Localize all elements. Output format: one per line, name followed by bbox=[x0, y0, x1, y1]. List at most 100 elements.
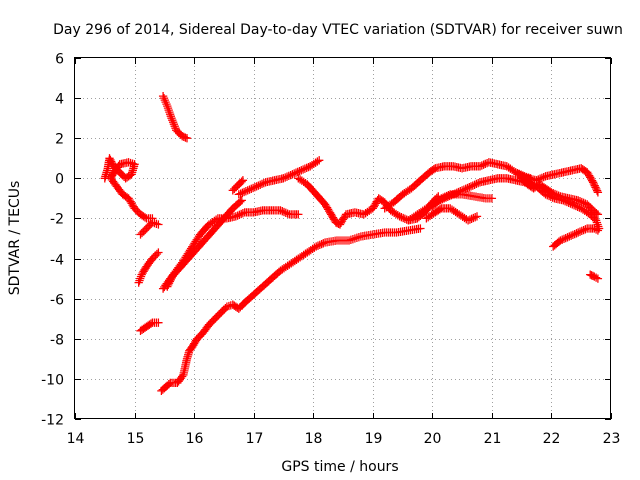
data-point-marker bbox=[194, 333, 203, 342]
series-arc-a bbox=[100, 154, 157, 223]
series-arc-s bbox=[549, 224, 603, 251]
data-point-marker bbox=[429, 165, 438, 174]
data-point-marker bbox=[151, 251, 160, 260]
data-point-marker bbox=[228, 186, 237, 195]
data-point-marker bbox=[591, 183, 600, 192]
data-point-marker bbox=[140, 225, 150, 235]
data-point-marker bbox=[238, 176, 248, 185]
data-point-marker bbox=[212, 313, 221, 322]
data-point-marker bbox=[231, 183, 240, 192]
series-arc-n bbox=[422, 204, 482, 225]
data-point-marker bbox=[472, 212, 482, 221]
x-tick-label: 18 bbox=[305, 431, 323, 447]
x-tick-label: 20 bbox=[424, 431, 442, 447]
data-point-marker bbox=[587, 211, 596, 221]
series-arc-i bbox=[228, 176, 248, 195]
x-tick-label: 23 bbox=[603, 431, 621, 447]
data-point-marker bbox=[593, 226, 603, 235]
data-point-marker bbox=[206, 319, 215, 328]
x-tick-labels: 14 15 16 17 18 19 20 21 22 23 bbox=[67, 431, 621, 447]
data-point-marker bbox=[136, 230, 145, 239]
data-point-marker bbox=[234, 304, 243, 313]
series-arc-h bbox=[163, 206, 303, 291]
series-arc-f bbox=[157, 224, 425, 396]
data-point-marker bbox=[487, 194, 497, 203]
data-point-marker bbox=[179, 132, 188, 142]
data-point-marker bbox=[154, 248, 163, 257]
data-point-marker bbox=[416, 224, 425, 233]
data-point-marker bbox=[154, 318, 163, 327]
data-point-marker bbox=[213, 311, 223, 320]
series-arc-b bbox=[136, 218, 163, 239]
data-point-marker bbox=[593, 210, 603, 219]
data-point-marker bbox=[204, 320, 214, 329]
data-point-marker bbox=[219, 305, 229, 314]
data-point-marker bbox=[237, 177, 246, 186]
data-point-marker bbox=[215, 310, 224, 319]
series-arc-j bbox=[234, 156, 324, 199]
data-point-marker bbox=[218, 307, 227, 316]
y-tick-label: -6 bbox=[50, 293, 64, 309]
data-point-marker bbox=[148, 254, 157, 263]
x-tick-label: 14 bbox=[67, 431, 85, 447]
y-tick-label: 0 bbox=[55, 172, 64, 188]
x-tick-label: 19 bbox=[365, 431, 383, 447]
data-point-marker bbox=[146, 319, 156, 328]
data-point-marker bbox=[435, 205, 444, 214]
data-point-marker bbox=[173, 127, 182, 136]
data-point-marker bbox=[164, 380, 173, 389]
y-tick-label: 4 bbox=[55, 92, 64, 108]
data-point-marker bbox=[108, 169, 118, 178]
chart-title: Day 296 of 2014, Sidereal Day-to-day VTE… bbox=[53, 22, 623, 38]
series-arc-l bbox=[380, 158, 535, 213]
series-arc-t bbox=[586, 270, 603, 283]
data-point-marker bbox=[118, 171, 127, 180]
data-points bbox=[100, 91, 604, 396]
data-point-marker bbox=[592, 208, 601, 218]
y-tick-label: 6 bbox=[55, 52, 64, 68]
data-point-marker bbox=[140, 213, 150, 222]
data-point-marker bbox=[216, 308, 226, 317]
data-point-marker bbox=[152, 249, 162, 259]
x-tick-label: 22 bbox=[543, 431, 561, 447]
data-point-marker bbox=[154, 220, 163, 229]
plot-frame bbox=[74, 57, 611, 419]
data-point-marker bbox=[109, 168, 118, 177]
data-point-marker bbox=[593, 274, 603, 283]
data-point-marker bbox=[172, 126, 181, 135]
data-point-marker bbox=[139, 227, 148, 236]
data-point-marker bbox=[131, 205, 141, 215]
x-axis-label: GPS time / hours bbox=[281, 459, 398, 475]
data-point-marker bbox=[207, 317, 217, 326]
x-tick-label: 15 bbox=[127, 431, 145, 447]
data-point-marker bbox=[593, 188, 603, 197]
data-point-marker bbox=[106, 155, 115, 165]
series-arc-r bbox=[523, 176, 604, 233]
data-point-marker bbox=[178, 132, 187, 141]
data-point-marker bbox=[294, 210, 303, 219]
data-point-marker bbox=[192, 334, 202, 343]
data-point-marker bbox=[178, 372, 187, 381]
y-tick-label: -8 bbox=[50, 333, 64, 349]
data-point-marker bbox=[588, 213, 598, 222]
y-tick-label: -2 bbox=[50, 212, 64, 228]
data-point-marker bbox=[133, 207, 142, 216]
data-point-marker bbox=[583, 200, 592, 209]
x-tick-label: 17 bbox=[246, 431, 264, 447]
series-arc-e bbox=[158, 91, 192, 143]
series-arc-c bbox=[134, 248, 163, 287]
y-tick-label: -12 bbox=[41, 413, 64, 429]
data-point-marker bbox=[137, 228, 147, 238]
y-tick-labels: 6 4 2 0 -2 -4 -6 -8 -10 -12 bbox=[41, 52, 64, 429]
y-tick-label: 2 bbox=[55, 132, 64, 148]
y-tick-label: -4 bbox=[50, 253, 64, 269]
data-point-marker bbox=[145, 221, 154, 230]
data-point-marker bbox=[236, 197, 245, 206]
y-tick-label: -10 bbox=[41, 373, 64, 389]
data-point-marker bbox=[175, 129, 184, 138]
data-point-marker bbox=[237, 196, 246, 205]
data-point-marker bbox=[230, 184, 239, 194]
data-point-marker bbox=[315, 156, 324, 165]
